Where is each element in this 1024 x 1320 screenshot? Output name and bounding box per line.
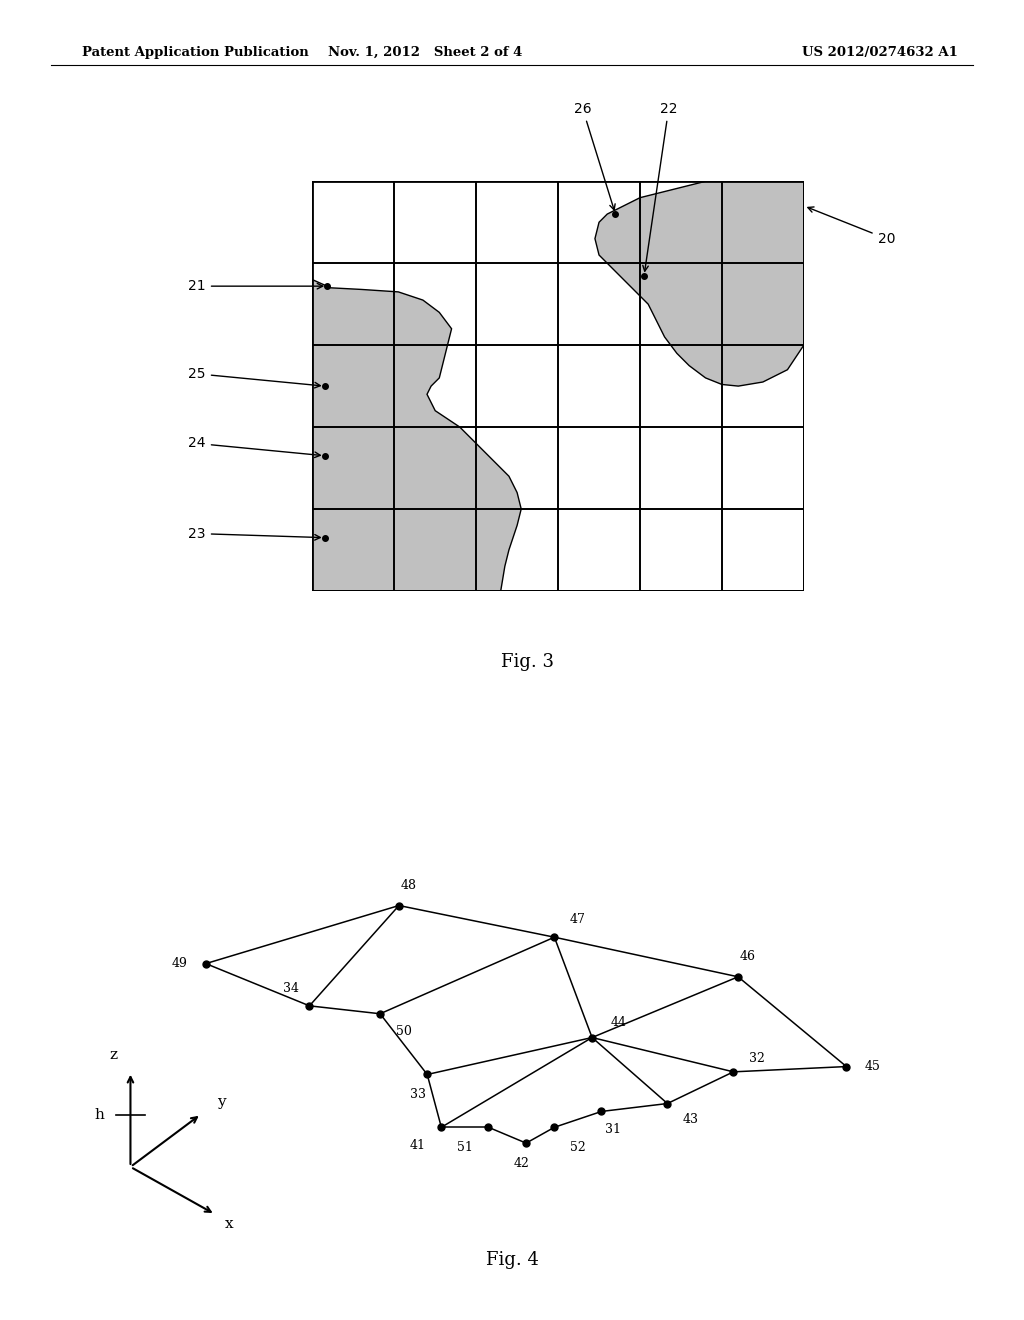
Text: Patent Application Publication: Patent Application Publication	[82, 46, 308, 59]
Text: Fig. 4: Fig. 4	[485, 1251, 539, 1270]
Text: x: x	[225, 1217, 233, 1230]
Text: y: y	[217, 1096, 226, 1109]
Text: 23: 23	[188, 527, 321, 541]
Text: Nov. 1, 2012   Sheet 2 of 4: Nov. 1, 2012 Sheet 2 of 4	[328, 46, 522, 59]
Text: 24: 24	[188, 437, 321, 458]
Text: z: z	[110, 1048, 118, 1061]
Polygon shape	[595, 181, 804, 385]
Text: 33: 33	[410, 1088, 426, 1101]
Text: 48: 48	[400, 879, 417, 892]
Text: 34: 34	[283, 982, 299, 995]
Text: 46: 46	[739, 950, 756, 964]
Text: 43: 43	[683, 1113, 699, 1126]
Text: 42: 42	[513, 1156, 529, 1170]
Text: 20: 20	[808, 207, 895, 246]
Polygon shape	[312, 181, 521, 591]
Text: 25: 25	[188, 367, 321, 388]
Text: 26: 26	[573, 102, 615, 210]
Text: 31: 31	[605, 1123, 621, 1137]
Text: 44: 44	[610, 1016, 627, 1030]
Text: 21: 21	[188, 279, 323, 293]
Text: 52: 52	[570, 1140, 586, 1154]
Text: Fig. 3: Fig. 3	[501, 653, 554, 672]
Text: 50: 50	[395, 1024, 412, 1038]
Text: US 2012/0274632 A1: US 2012/0274632 A1	[802, 46, 957, 59]
Text: 32: 32	[749, 1052, 765, 1065]
Text: 45: 45	[865, 1060, 881, 1073]
Text: 47: 47	[570, 913, 586, 927]
Text: 49: 49	[171, 957, 187, 970]
Text: h: h	[94, 1107, 104, 1122]
Text: 51: 51	[457, 1140, 473, 1154]
Text: 22: 22	[643, 102, 678, 271]
Text: 41: 41	[410, 1139, 426, 1152]
